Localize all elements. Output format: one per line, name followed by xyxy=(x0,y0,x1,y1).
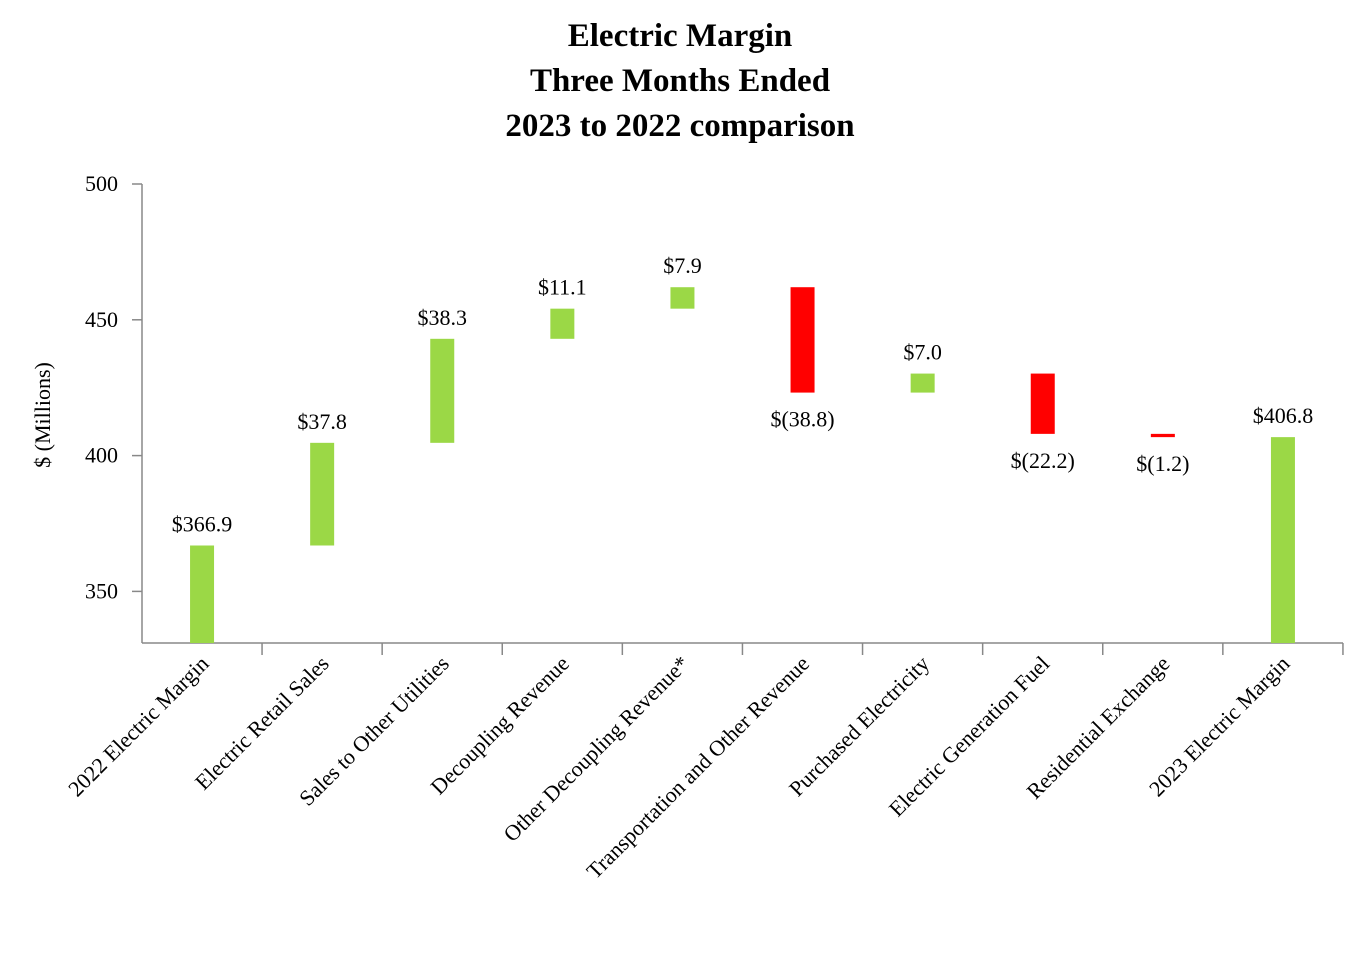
bar xyxy=(550,308,575,339)
x-tick-label: Electric Retail Sales xyxy=(190,651,334,795)
value-label: $406.8 xyxy=(1253,403,1314,428)
value-label: $11.1 xyxy=(538,275,587,300)
y-axis-label: $ (Millions) xyxy=(30,362,55,468)
bar xyxy=(190,545,215,643)
value-label: $37.8 xyxy=(297,409,347,434)
bar xyxy=(910,373,935,393)
bar xyxy=(1150,433,1175,438)
bar xyxy=(670,287,695,309)
bar xyxy=(1030,373,1055,434)
y-tick-label: 500 xyxy=(85,171,118,196)
chart-title: 2023 to 2022 comparison xyxy=(505,108,854,144)
value-label: $7.9 xyxy=(663,253,702,278)
value-label: $366.9 xyxy=(172,511,233,536)
x-tick-label: Transportation and Other Revenue xyxy=(581,651,814,884)
y-tick-label: 450 xyxy=(85,307,118,332)
value-label: $(1.2) xyxy=(1136,451,1189,476)
bar xyxy=(1270,437,1295,643)
y-tick-label: 350 xyxy=(85,578,118,603)
value-label: $7.0 xyxy=(903,340,942,365)
bar xyxy=(790,287,815,393)
chart-title: Three Months Ended xyxy=(530,63,830,99)
bar xyxy=(430,338,455,443)
value-label: $38.3 xyxy=(418,305,468,330)
bar xyxy=(310,442,335,546)
chart-title: Electric Margin xyxy=(568,18,793,54)
value-label: $(38.8) xyxy=(770,407,834,432)
value-label: $(22.2) xyxy=(1011,448,1075,473)
y-tick-label: 400 xyxy=(85,443,118,468)
